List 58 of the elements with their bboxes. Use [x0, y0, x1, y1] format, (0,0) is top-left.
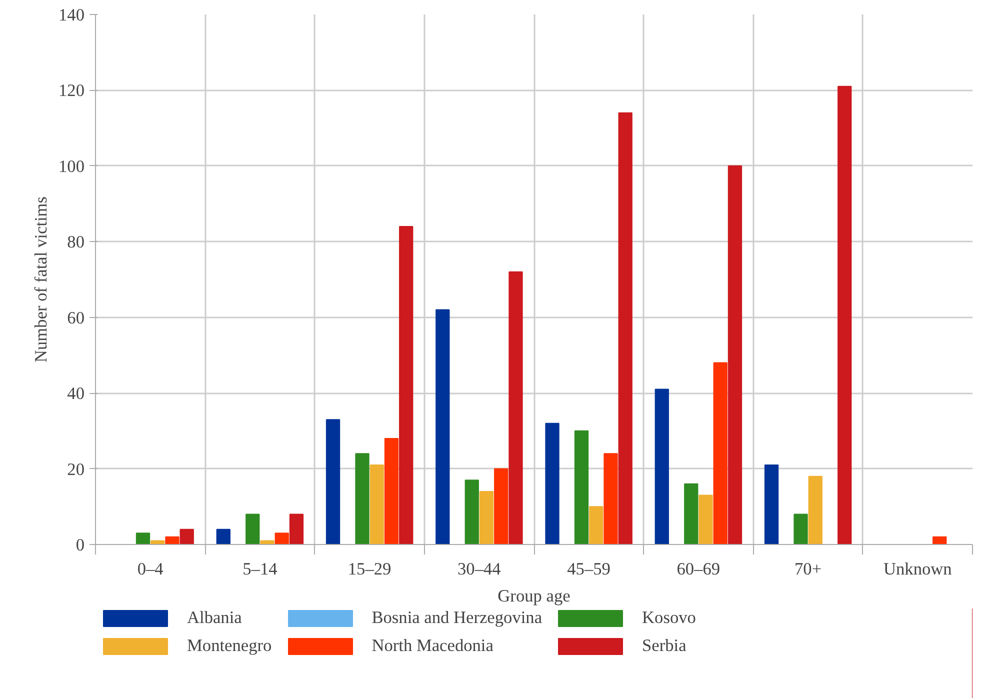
y-axis-title: Number of fatal victims [32, 196, 51, 363]
bar [764, 464, 779, 544]
legend-label: Montenegro [187, 636, 272, 656]
bar [180, 528, 194, 544]
y-tick-label: 140 [58, 6, 85, 24]
y-tick-label: 40 [67, 384, 84, 404]
bar [436, 309, 450, 544]
y-tick-label: 20 [67, 460, 84, 479]
legend-label: Serbia [642, 636, 686, 656]
bar [355, 453, 370, 544]
bar [545, 422, 560, 544]
bar [654, 388, 669, 544]
bar [794, 514, 808, 544]
bar [370, 464, 384, 544]
legend-label: Kosovo [642, 608, 696, 628]
bar [384, 438, 399, 544]
bar [684, 483, 698, 544]
legend-label: North Macedonia [372, 636, 494, 656]
y-tick-label: 0 [76, 536, 85, 554]
bar [399, 226, 414, 544]
bar [464, 480, 479, 544]
bar [604, 453, 618, 544]
bar [838, 86, 852, 544]
bar [274, 532, 289, 544]
x-tick-label: 45–59 [567, 560, 610, 578]
bar [494, 468, 508, 544]
y-tick-label: 60 [67, 308, 84, 328]
bar [618, 112, 632, 544]
bar [698, 494, 713, 544]
legend-label: Bosnia and Herzegovina [372, 608, 542, 628]
x-tick-label: 5–14 [242, 560, 278, 578]
x-tick-label: 0–4 [137, 560, 164, 578]
bar [479, 491, 494, 544]
bar [260, 540, 274, 544]
y-tick-label: 100 [58, 156, 85, 176]
bar [136, 532, 150, 544]
y-tick-label: 120 [58, 81, 85, 100]
bar [728, 165, 742, 544]
y-tick-label: 80 [67, 232, 84, 252]
bar [508, 271, 523, 544]
bar [165, 536, 180, 544]
bar [289, 514, 304, 544]
x-tick-label: 30–44 [458, 560, 502, 578]
bar [150, 540, 165, 544]
x-tick-label: 70+ [794, 560, 822, 578]
x-tick-label: 15–29 [348, 560, 392, 578]
bar [589, 506, 604, 544]
x-axis-title: Group age [498, 586, 571, 606]
bar [326, 419, 340, 544]
bar [932, 536, 947, 544]
bar [246, 514, 260, 544]
bar [808, 476, 822, 544]
legend-label: Albania [187, 608, 242, 628]
bar [216, 528, 230, 544]
bar [713, 362, 728, 544]
bar [574, 430, 589, 544]
x-tick-label: 60–69 [676, 560, 720, 578]
x-tick-label: Unknown [884, 560, 952, 578]
